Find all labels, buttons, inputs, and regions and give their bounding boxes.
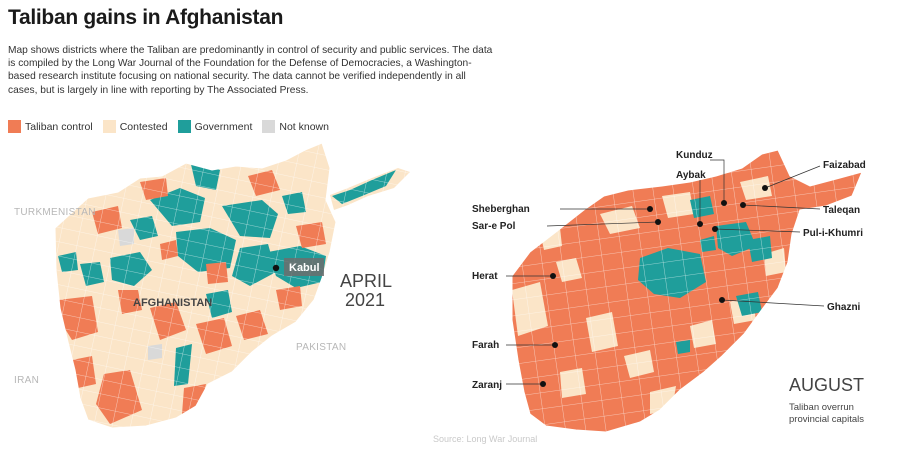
label-sheberghan: Sheberghan [472,204,530,215]
kabul-marker [272,264,280,272]
note-line-2: provincial capitals [789,414,864,425]
marker-herat [550,273,556,279]
leader-lines [506,159,825,385]
label-zaranj: Zaranj [472,380,502,391]
marker-aybak [697,221,703,227]
marker-sheberghan [647,206,653,212]
map-august: Kunduz Faizabad Aybak Sheberghan Taleqan… [472,149,866,433]
legend-swatch [8,120,21,133]
country-outline [54,142,337,429]
label-iran: IRAN [14,375,39,386]
label-taleqan: Taleqan [823,205,860,216]
legend-swatch [177,120,191,133]
legend-label: Not known [279,120,329,133]
kabul-label-box [284,258,324,276]
label-pul-i-khumri: Pul-i-Khumri [803,228,863,239]
label-april: APRIL [340,271,392,291]
marker-pul-i-khumri [712,226,718,232]
label-august: AUGUST [789,375,864,395]
map-april-2021: TURKMENISTAN IRAN PAKISTAN AFGHANISTAN K… [14,142,410,429]
legend-item-taliban: Taliban control [8,120,93,133]
label-afghanistan: AFGHANISTAN [133,297,212,309]
label-kabul: Kabul [289,262,320,274]
legend-item-government: Government [177,120,253,133]
marker-zaranj [540,381,546,387]
page-title: Taliban gains in Afghanistan [8,6,284,29]
legend-swatch [102,120,116,133]
label-kunduz: Kunduz [676,150,713,161]
label-ghazni: Ghazni [827,302,861,313]
marker-sar-e-pol [655,219,661,225]
label-sar-e-pol: Sar-e Pol [472,221,516,232]
source-credit: Source: Long War Journal [433,434,537,444]
marker-taleqan [740,202,746,208]
legend-label: Contested [119,120,168,133]
country-outline [511,149,863,433]
label-faizabad: Faizabad [823,160,866,171]
legend-label: Government [194,120,253,133]
description: Map shows districts where the Taliban ar… [8,45,493,96]
label-herat: Herat [472,271,498,282]
marker-ghazni [719,297,725,303]
label-farah: Farah [472,340,499,351]
marker-farah [552,342,558,348]
label-2021: 2021 [345,290,385,310]
marker-kunduz [721,200,727,206]
label-turkmenistan: TURKMENISTAN [14,207,96,218]
label-pakistan: PAKISTAN [296,342,346,353]
district-borders [512,150,862,432]
legend: Taliban control Contested Government Not… [8,120,339,133]
marker-faizabad [762,185,768,191]
legend-item-not-known: Not known [262,120,329,133]
note-line-1: Taliban overrun [789,402,854,413]
legend-label: Taliban control [25,120,93,133]
label-aybak: Aybak [676,170,706,181]
legend-item-contested: Contested [102,120,168,133]
legend-swatch [262,120,276,133]
